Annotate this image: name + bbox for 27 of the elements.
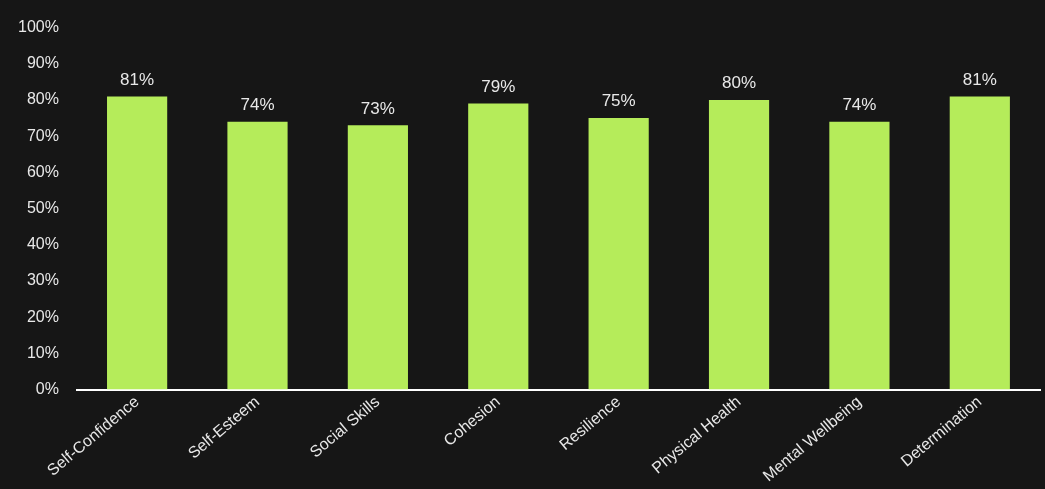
y-tick-label: 50% <box>26 199 59 216</box>
y-tick-label: 90% <box>26 54 59 72</box>
y-tick-label: 60% <box>26 162 59 180</box>
y-tick-label: 10% <box>26 343 59 361</box>
y-tick-label: 20% <box>26 307 59 325</box>
bar <box>468 103 529 390</box>
bar <box>829 121 890 390</box>
bar <box>107 96 168 390</box>
data-label: 81% <box>962 69 997 89</box>
y-tick-label: 30% <box>26 271 59 289</box>
data-label: 73% <box>360 98 395 118</box>
bar <box>949 96 1010 390</box>
y-tick-label: 100% <box>18 18 59 36</box>
data-label: 79% <box>481 76 516 96</box>
data-label: 74% <box>240 94 275 114</box>
bar <box>347 125 408 390</box>
data-label: 75% <box>601 91 636 111</box>
data-label: 80% <box>722 73 757 93</box>
data-label: 74% <box>842 94 877 114</box>
y-tick-label: 40% <box>26 235 59 253</box>
bar <box>227 121 288 390</box>
y-tick-label: 80% <box>26 90 59 108</box>
y-tick-label: 0% <box>35 380 59 397</box>
y-tick-label: 70% <box>26 126 59 144</box>
bar <box>588 118 649 390</box>
data-label: 81% <box>120 69 155 89</box>
bar <box>708 100 770 390</box>
